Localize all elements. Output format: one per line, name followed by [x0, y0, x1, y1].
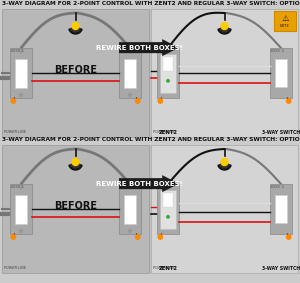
FancyBboxPatch shape [275, 195, 287, 223]
Text: BOX 1: BOX 1 [158, 49, 171, 53]
FancyBboxPatch shape [163, 193, 173, 207]
FancyBboxPatch shape [10, 48, 32, 98]
Text: POWER LINE: POWER LINE [153, 266, 175, 270]
Wedge shape [218, 27, 231, 34]
Text: BEFORE: BEFORE [54, 201, 97, 211]
Text: BEFORE: BEFORE [54, 65, 97, 76]
Wedge shape [69, 163, 82, 170]
Text: 3-WAY SWITCH: 3-WAY SWITCH [262, 266, 300, 271]
FancyBboxPatch shape [157, 184, 179, 234]
Text: NOTE: NOTE [280, 24, 290, 28]
FancyBboxPatch shape [270, 184, 292, 234]
Text: 3-WAY DIAGRAM FOR 2-POINT CONTROL WITH ZENT2 AND REGULAR 3-WAY SWITCH: OPTION 2: 3-WAY DIAGRAM FOR 2-POINT CONTROL WITH Z… [2, 137, 300, 142]
Circle shape [11, 99, 16, 103]
FancyBboxPatch shape [160, 53, 176, 93]
Circle shape [158, 235, 163, 239]
Wedge shape [71, 27, 80, 32]
Circle shape [20, 185, 22, 188]
Text: BOX 1: BOX 1 [11, 185, 24, 189]
Circle shape [221, 23, 228, 29]
Circle shape [20, 230, 22, 233]
FancyBboxPatch shape [160, 190, 176, 228]
Circle shape [128, 93, 131, 97]
FancyBboxPatch shape [2, 145, 298, 273]
FancyBboxPatch shape [151, 145, 298, 273]
Circle shape [72, 23, 79, 29]
FancyBboxPatch shape [15, 194, 27, 224]
FancyBboxPatch shape [15, 59, 27, 87]
Circle shape [72, 158, 79, 166]
FancyBboxPatch shape [2, 9, 298, 137]
Wedge shape [220, 27, 229, 32]
Wedge shape [71, 163, 80, 168]
Text: 3-WAY DIAGRAM FOR 2-POINT CONTROL WITH ZENT2 AND REGULAR 3-WAY SWITCH: OPTION 1: 3-WAY DIAGRAM FOR 2-POINT CONTROL WITH Z… [2, 1, 300, 6]
FancyBboxPatch shape [10, 184, 32, 234]
Text: 3-WAY SWITCH: 3-WAY SWITCH [262, 130, 300, 135]
Text: BOX 2: BOX 2 [120, 185, 133, 189]
FancyBboxPatch shape [151, 9, 298, 137]
FancyBboxPatch shape [119, 48, 141, 98]
Text: POWER LINE: POWER LINE [4, 130, 26, 134]
Text: ZENT2: ZENT2 [158, 130, 178, 135]
Circle shape [167, 216, 169, 218]
Circle shape [286, 99, 291, 103]
Circle shape [128, 50, 131, 53]
Circle shape [286, 235, 291, 239]
Circle shape [158, 99, 163, 103]
FancyBboxPatch shape [275, 59, 287, 87]
Circle shape [136, 235, 140, 239]
Circle shape [20, 50, 22, 53]
FancyBboxPatch shape [124, 59, 136, 87]
Text: BOX 2: BOX 2 [271, 49, 284, 53]
Text: ZENT2: ZENT2 [158, 266, 178, 271]
Polygon shape [119, 39, 179, 56]
FancyBboxPatch shape [270, 48, 292, 98]
Circle shape [221, 158, 228, 166]
Circle shape [128, 230, 131, 233]
Text: BOX 2: BOX 2 [271, 185, 284, 189]
FancyBboxPatch shape [124, 194, 136, 224]
Circle shape [128, 185, 131, 188]
Polygon shape [119, 175, 179, 192]
Circle shape [167, 80, 169, 82]
FancyBboxPatch shape [2, 145, 149, 273]
Text: BOX 1: BOX 1 [158, 185, 171, 189]
Circle shape [11, 235, 16, 239]
FancyBboxPatch shape [119, 184, 141, 234]
Text: POWER LINE: POWER LINE [4, 266, 26, 270]
Circle shape [136, 99, 140, 103]
Text: REWIRE BOTH BOXES!: REWIRE BOTH BOXES! [96, 181, 183, 187]
FancyBboxPatch shape [274, 11, 296, 31]
Text: REWIRE BOTH BOXES!: REWIRE BOTH BOXES! [96, 45, 183, 51]
FancyBboxPatch shape [157, 48, 179, 98]
Text: ⚠: ⚠ [281, 14, 289, 23]
Wedge shape [69, 27, 82, 34]
Text: POWER LINE: POWER LINE [153, 130, 175, 134]
Wedge shape [218, 163, 231, 170]
FancyBboxPatch shape [163, 57, 173, 71]
Text: BOX 2: BOX 2 [120, 49, 133, 53]
Text: BOX 1: BOX 1 [11, 49, 24, 53]
Circle shape [20, 93, 22, 97]
FancyBboxPatch shape [2, 9, 149, 137]
Wedge shape [220, 163, 229, 168]
